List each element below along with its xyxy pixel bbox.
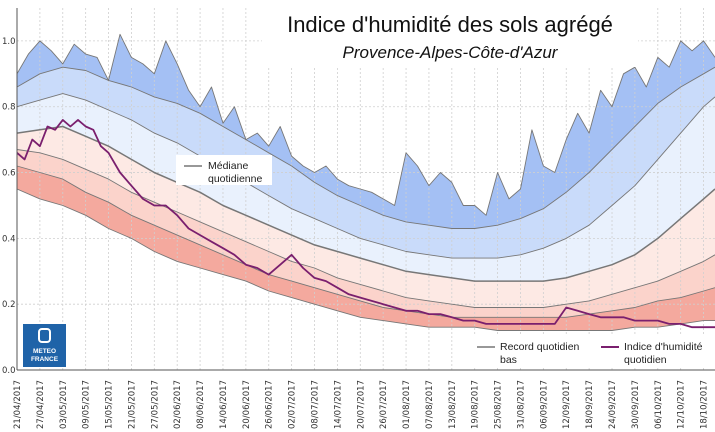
x-tick-label: 01/08/2017 <box>402 380 412 429</box>
x-tick-label: 21/05/2017 <box>127 380 137 429</box>
x-tick-label: 09/05/2017 <box>82 380 92 429</box>
x-tick-labels: 21/04/2017 27/04/2017 03/05/2017 09/05/2017… <box>13 380 710 429</box>
x-tick-label: 15/05/2017 <box>105 380 115 429</box>
y-tick-label: 0.0 <box>2 366 16 376</box>
series-line-index <box>16 119 715 329</box>
series-line-record-high <box>16 33 715 216</box>
legend-record-low-label: Record quotidien bas <box>500 341 580 366</box>
x-tick-label: 20/07/2017 <box>356 380 366 429</box>
chart-lines <box>16 33 715 331</box>
y-tick-label: 0.6 <box>2 169 16 179</box>
chart-subtitle: Provence-Alpes-Côte-d'Azur <box>343 43 559 62</box>
band-decile_9-to-record_high <box>17 34 715 229</box>
x-tick-label: 08/06/2017 <box>196 380 206 429</box>
legend-record-low-box <box>472 336 590 368</box>
logo-line2: FRANCE <box>31 356 59 363</box>
y-tick-labels: 0.0 0.2 0.4 0.6 0.8 1.0 <box>2 37 16 376</box>
y-tick-label: 0.8 <box>2 103 16 113</box>
x-tick-label: 14/06/2017 <box>219 380 229 429</box>
x-tick-label: 03/05/2017 <box>59 380 69 429</box>
series-line-quintile-1 <box>16 149 715 308</box>
x-tick-label: 30/09/2017 <box>631 380 641 429</box>
x-tick-label: 12/09/2017 <box>562 380 572 429</box>
x-tick-label: 02/07/2017 <box>288 380 298 429</box>
x-tick-label: 21/04/2017 <box>13 380 23 429</box>
x-tick-label: 19/08/2017 <box>471 380 481 429</box>
series-line-median <box>16 125 715 282</box>
chart-axes <box>16 8 715 371</box>
logo-box <box>23 324 66 367</box>
legend-index-label: Indice d'humidité quotidien <box>624 341 703 366</box>
legend-record-low: Record quotidien bas <box>472 336 590 368</box>
x-tick-label: 20/06/2017 <box>242 380 252 429</box>
title-box <box>262 7 638 67</box>
x-tick-label: 31/08/2017 <box>516 380 526 429</box>
legend-median-label: Médiane quotidienne <box>208 160 262 185</box>
meteo-france-logo: METEO FRANCE <box>23 324 66 367</box>
series-line-record-low <box>16 188 715 331</box>
band-median-to-quintile_4 <box>17 93 715 282</box>
series-line-decile-1 <box>16 165 715 318</box>
legend-index-box <box>596 336 714 368</box>
series-line-decile-9 <box>16 66 715 229</box>
band-decile_1-to-quintile_1 <box>17 149 715 318</box>
x-tick-label: 24/09/2017 <box>608 380 618 429</box>
x-tick-label: 07/08/2017 <box>425 380 435 429</box>
y-tick-label: 0.4 <box>2 234 16 244</box>
x-tick-label: 14/07/2017 <box>333 380 343 429</box>
x-tick-label: 12/10/2017 <box>677 380 687 429</box>
x-tick-label: 18/10/2017 <box>700 380 710 429</box>
x-tick-label: 18/09/2017 <box>585 380 595 429</box>
logo-line1: METEO <box>33 348 56 355</box>
x-tick-label: 26/07/2017 <box>379 380 389 429</box>
x-tick-label: 06/09/2017 <box>539 380 549 429</box>
legend-median: Médiane quotidienne <box>176 155 272 185</box>
x-tick-label: 25/08/2017 <box>494 380 504 429</box>
y-tick-label: 0.2 <box>2 300 16 310</box>
x-tick-label: 27/05/2017 <box>150 380 160 429</box>
x-tick-label: 26/06/2017 <box>265 380 275 429</box>
logo-icon <box>38 328 51 343</box>
band-quintile_1-to-median <box>17 126 715 308</box>
legend-index: Indice d'humidité quotidien <box>596 336 714 368</box>
x-tick-label: 08/07/2017 <box>311 380 321 429</box>
band-record_low-to-decile_1 <box>17 166 715 331</box>
x-tick-label: 27/04/2017 <box>36 380 46 429</box>
x-tick-label: 06/10/2017 <box>654 380 664 429</box>
y-tick-label: 1.0 <box>2 37 16 47</box>
series-line-quintile-4 <box>16 93 715 259</box>
legend-median-box <box>176 155 272 185</box>
x-tick-label: 02/06/2017 <box>173 380 183 429</box>
chart-title: Indice d'humidité des sols agrégé <box>287 12 613 37</box>
x-tick-label: 13/08/2017 <box>448 380 458 429</box>
